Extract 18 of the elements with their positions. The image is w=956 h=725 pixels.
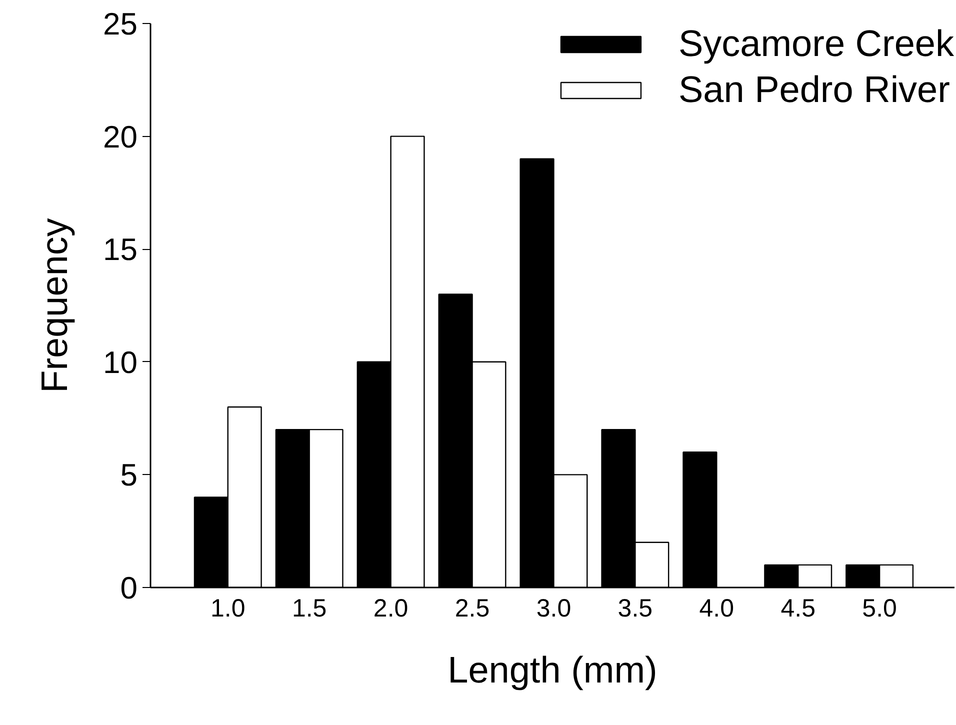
x-tick-label: 1.0 xyxy=(210,594,246,622)
y-tick-label: 0 xyxy=(120,570,138,606)
x-tick-label: 3.0 xyxy=(536,594,572,622)
x-tick-label: 2.5 xyxy=(454,594,490,622)
x-tick-label: 4.0 xyxy=(699,594,734,622)
x-tick-label: 1.5 xyxy=(292,594,327,622)
y-axis-title: Frequency xyxy=(34,218,76,393)
y-tick-label: 15 xyxy=(103,232,138,268)
x-tick-label: 5.0 xyxy=(862,594,897,622)
y-tick-label: 20 xyxy=(103,119,138,154)
x-tick-label: 4.5 xyxy=(780,594,816,622)
x-axis-title: Length (mm) xyxy=(448,650,658,690)
y-tick-label: 25 xyxy=(103,6,138,42)
x-tick-label: 3.5 xyxy=(618,594,653,622)
y-tick-label: 5 xyxy=(120,458,138,493)
y-tick-label: 10 xyxy=(103,344,138,380)
legend-label: San Pedro River xyxy=(678,69,950,111)
x-tick-label: 2.0 xyxy=(373,594,408,622)
